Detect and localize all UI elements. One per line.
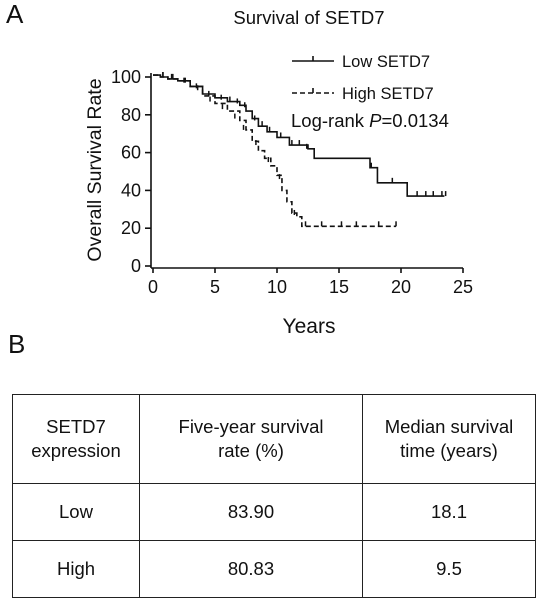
x-axis-label: Years: [283, 315, 336, 338]
table-header-cell: Five-year survival rate (%): [139, 394, 363, 484]
legend-label-low: Low SETD7: [342, 53, 430, 71]
table-header-row: SETD7 expression Five-year survival rate…: [12, 394, 536, 484]
logrank-p-symbol: P: [369, 110, 382, 131]
header-text: expression: [31, 440, 121, 461]
survival-summary-table: SETD7 expression Five-year survival rate…: [12, 394, 536, 598]
x-tick-label: 20: [391, 277, 411, 297]
panel-label-b: B: [8, 329, 26, 359]
chart-title: Survival of SETD7: [233, 7, 384, 28]
header-text: SETD7: [46, 415, 106, 437]
x-tick-label: 15: [329, 277, 349, 297]
chart-axes: 0 5 10 15 20 25 0 20 40 60 80 100: [111, 67, 473, 297]
logrank-prefix: Log-rank: [291, 110, 369, 131]
y-tick-label: 40: [121, 180, 141, 200]
header-text: Median survival: [384, 415, 514, 437]
table-row: High 80.83 9.5: [12, 540, 536, 598]
logrank-value: =0.0134: [382, 110, 449, 131]
survival-curve-high: [153, 74, 397, 228]
y-tick-label: 60: [121, 143, 141, 163]
x-tick-label: 0: [148, 277, 158, 297]
x-tick-label: 10: [267, 277, 287, 297]
y-tick-label: 100: [111, 67, 141, 87]
table-header-cell: SETD7 expression: [12, 394, 140, 484]
header-text: Five-year survival: [178, 415, 324, 437]
x-tick-label: 5: [210, 277, 220, 297]
table-cell: High: [12, 540, 140, 598]
survival-chart: Survival of SETD7 0 5 10 15 20 25 0 20 40 60 80 100…: [84, 7, 473, 338]
chart-plot-area: [153, 72, 447, 228]
table-cell: 83.90: [139, 483, 363, 541]
y-axis-label: Overall Survival Rate: [84, 78, 106, 261]
header-text: rate (%): [218, 440, 284, 461]
y-tick-label: 20: [121, 218, 141, 238]
header-text: time (years): [400, 440, 498, 461]
table-row: Low 83.90 18.1: [12, 483, 536, 541]
legend-label-high: High SETD7: [342, 85, 434, 103]
table-cell: 18.1: [362, 483, 536, 541]
table-header-cell: Median survival time (years): [362, 394, 536, 484]
legend: Low SETD7 High SETD7: [292, 53, 434, 103]
y-tick-label: 0: [131, 256, 141, 276]
panel-label-a: A: [6, 0, 24, 29]
table-cell: Low: [12, 483, 140, 541]
table-cell: 9.5: [362, 540, 536, 598]
y-tick-label: 80: [121, 105, 141, 125]
logrank-annotation: Log-rank P=0.0134: [291, 110, 449, 131]
table-cell: 80.83: [139, 540, 363, 598]
x-tick-label: 25: [453, 277, 473, 297]
